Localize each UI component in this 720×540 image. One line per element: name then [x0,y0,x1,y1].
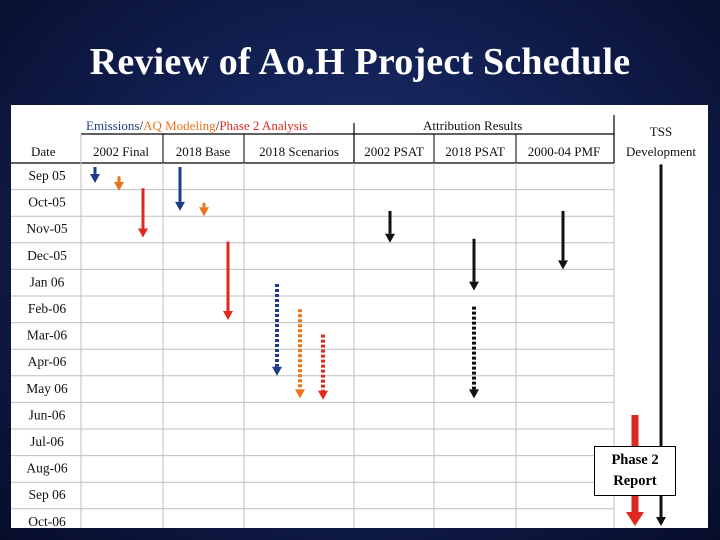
row-label: Dec-05 [27,248,67,263]
report-label-line1: Phase 2 [611,452,659,468]
column-header-2018-scenarios: 2018 Scenarios [259,144,339,159]
row-label: Aug-06 [26,461,67,476]
group-label-emissions: Emissions/AQ Modeling/Phase 2 Analysis [86,118,307,133]
task-arrow-aq-2002-final [114,176,124,191]
row-label: Apr-06 [28,354,67,369]
report-label-line2: Report [613,473,657,489]
column-header-2018-base: 2018 Base [176,144,231,159]
task-arrow-emissions-2002-final [90,166,100,183]
column-header-2002-final: 2002 Final [93,144,149,159]
row-label: May 06 [26,381,68,396]
row-label: Feb-06 [28,301,66,316]
column-header-2000-04-pmf: 2000-04 PMF [528,144,601,159]
task-arrow-phase2-2018-base [223,241,233,320]
column-header-2002-psat: 2002 PSAT [364,144,424,159]
row-label: Jan 06 [30,274,65,289]
task-arrow-attribution-2018-psat-dotted [469,306,479,399]
phase2-report-box: Phase 2 Report [594,446,676,496]
schedule-table: Emissions/AQ Modeling/Phase 2 Analysis A… [11,105,708,528]
row-label: Jul-06 [30,434,64,449]
tss-label-line2: Development [626,144,696,159]
row-label: Nov-05 [26,221,67,236]
task-arrow-aq-2018-base [199,202,209,217]
task-arrow-attribution-2018-psat-solid [469,238,479,291]
row-label: Oct-06 [28,514,66,528]
task-arrow-emissions-2018-scenarios [272,284,282,376]
slide-title: Review of Ao.H Project Schedule [89,41,631,83]
task-arrow-attribution-2000-04-pmf [558,210,568,270]
group-label-attribution: Attribution Results [423,118,522,133]
column-header-2018-psat: 2018 PSAT [445,144,505,159]
tss-label-line1: TSS [650,124,672,139]
task-arrow-aq-2018-scenarios [295,309,305,399]
row-label: Sep 06 [28,487,65,502]
date-header: Date [31,144,56,159]
row-label: Jun-06 [29,407,66,422]
row-label: Oct-05 [28,195,66,210]
task-arrow-phase2-2002-final [138,188,148,238]
task-arrow-attribution-2002-psat [385,210,395,243]
schedule-grid: Emissions/AQ Modeling/Phase 2 Analysis A… [11,115,696,528]
task-arrow-phase2-2018-scenarios [318,334,328,400]
task-arrow-emissions-2018-base [175,166,185,211]
row-label: Mar-06 [27,328,67,343]
row-label: Sep 05 [28,168,65,183]
